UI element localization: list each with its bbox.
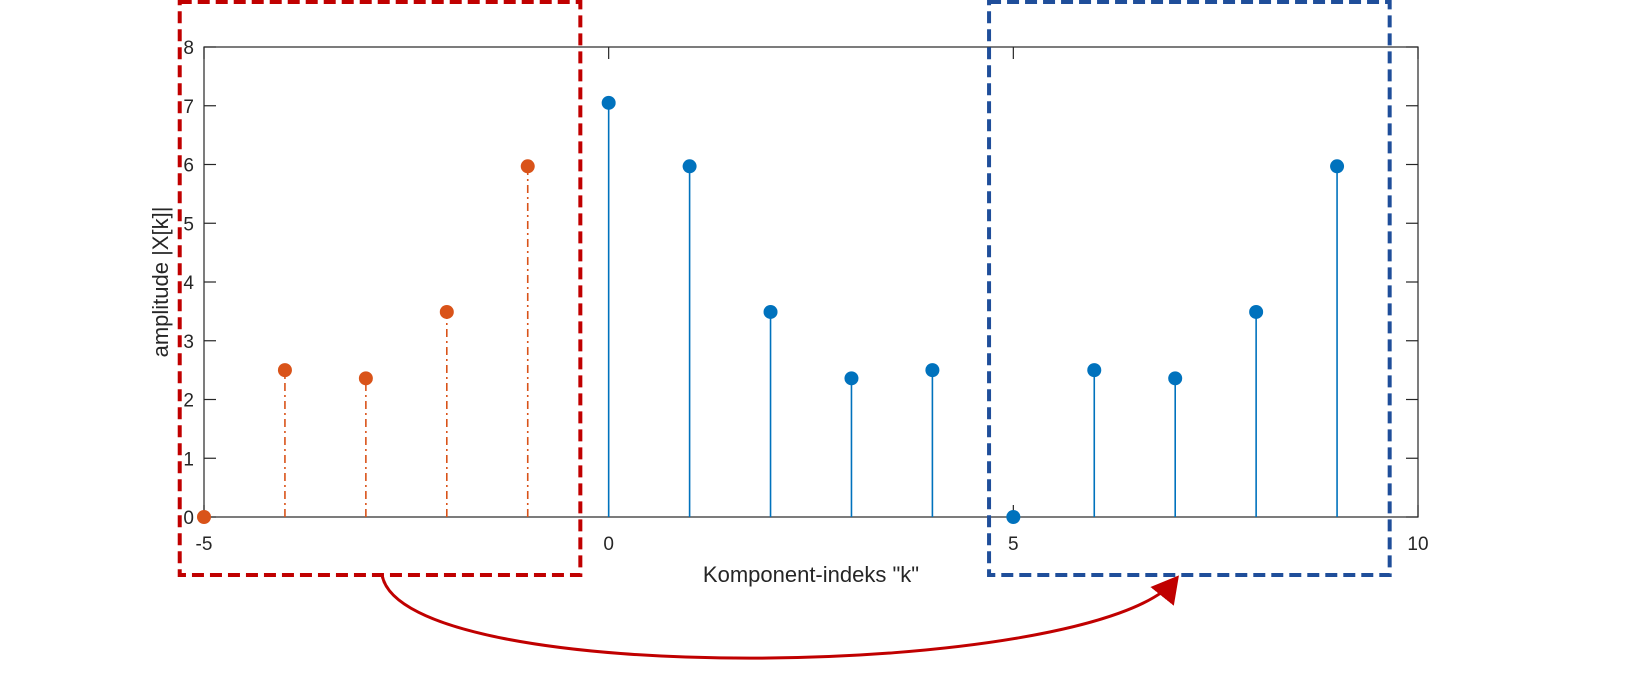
- x-tick-label: 0: [603, 534, 614, 555]
- highlight-box: [177, 0, 583, 577]
- stem-series: [197, 95, 1345, 524]
- stem-series-2: [601, 95, 1345, 524]
- stem-marker: [439, 304, 454, 319]
- stem-series-1: [197, 159, 535, 524]
- x-tick-label: -5: [196, 534, 213, 555]
- stem-marker: [197, 510, 211, 524]
- stem-marker: [358, 371, 373, 386]
- y-tick-label: 5: [183, 214, 194, 235]
- y-tick-label: 3: [183, 332, 194, 353]
- y-tick-label: 7: [183, 97, 194, 118]
- y-axis-label: amplitude |X[k]|: [148, 207, 173, 358]
- y-tick-label: 1: [183, 449, 194, 470]
- x-axis-label: Komponent-indeks "k": [703, 562, 919, 587]
- shift-arrow: [380, 574, 1179, 660]
- y-tick-label: 2: [183, 391, 194, 412]
- axes-frame: [203, 46, 1419, 518]
- stem-marker: [601, 95, 616, 110]
- y-tick-label: 4: [183, 273, 194, 294]
- stem-marker: [1330, 159, 1345, 174]
- y-tick-label: 6: [183, 156, 194, 177]
- stem-marker: [925, 363, 940, 378]
- stem-marker: [844, 371, 859, 386]
- stem-marker: [763, 304, 778, 319]
- y-tick-label: 0: [183, 508, 194, 529]
- x-tick-label: 5: [1008, 534, 1019, 555]
- highlight-box: [987, 0, 1392, 577]
- stem-marker: [1249, 304, 1264, 319]
- stem-marker: [277, 363, 292, 378]
- stem-marker: [1168, 371, 1183, 386]
- stem-marker: [520, 159, 535, 174]
- y-tick-label: 8: [183, 38, 194, 59]
- stem-marker: [1006, 510, 1021, 524]
- x-tick-label: 10: [1407, 534, 1428, 555]
- annotations: [177, 0, 1392, 660]
- stem-marker: [1087, 363, 1102, 378]
- axes-box: [203, 46, 1419, 518]
- stem-marker: [682, 159, 697, 174]
